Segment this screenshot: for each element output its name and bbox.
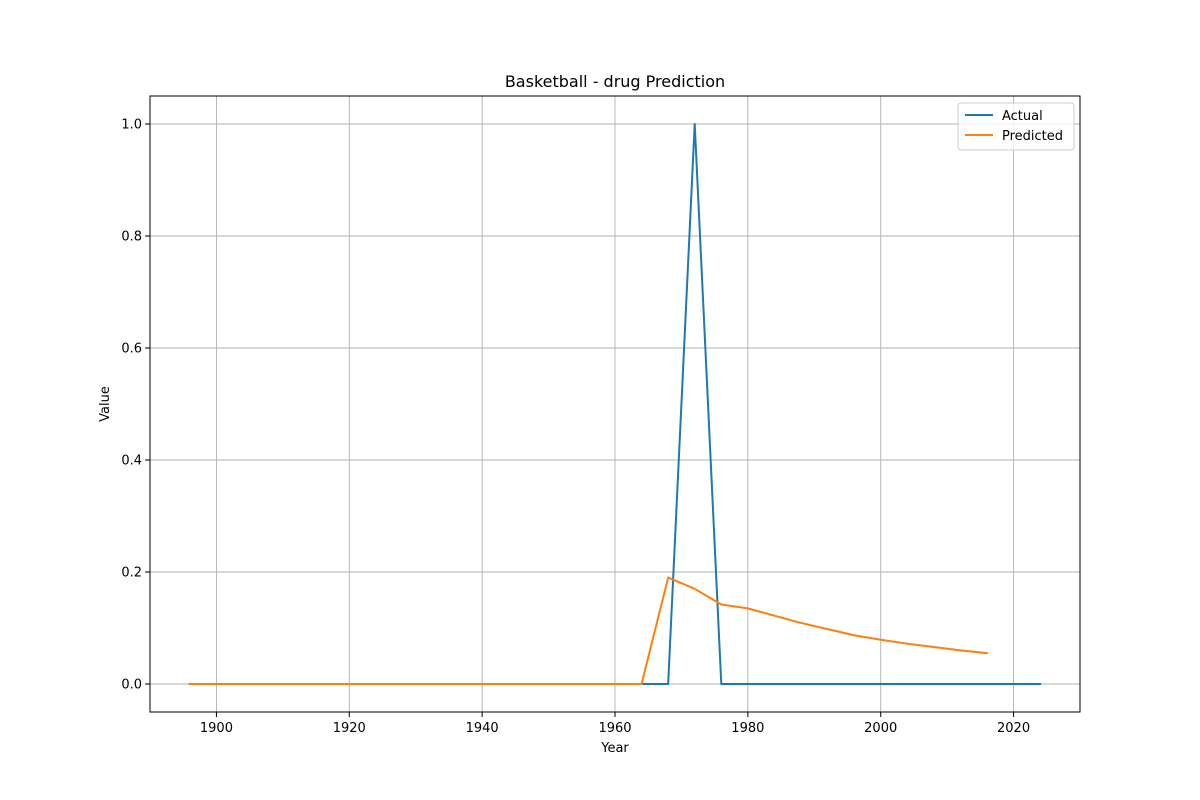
legend: Actual Predicted	[957, 102, 1075, 151]
x-axis-label: Year	[600, 741, 629, 756]
y-tick-label: 0.8	[121, 230, 142, 245]
x-tick-label: 1960	[598, 721, 631, 736]
x-tick-label: 2020	[997, 721, 1030, 736]
y-axis-label: Value	[98, 386, 113, 422]
series-layer	[188, 123, 1042, 685]
x-tick-label: 2000	[864, 721, 897, 736]
x-tick-label: 1900	[200, 721, 233, 736]
series-line-predicted	[188, 576, 989, 685]
y-tick-label: 0.2	[121, 566, 142, 581]
y-axis: 0.0 0.2 0.4 0.6 0.8 1.0	[121, 118, 150, 693]
x-tick-label: 1940	[466, 721, 499, 736]
legend-label-actual: Actual	[1002, 109, 1043, 124]
x-tick-label: 1920	[333, 721, 366, 736]
y-tick-label: 0.6	[121, 342, 142, 357]
x-tick-label: 1980	[731, 721, 764, 736]
x-axis: 1900 1920 1940 1960 1980 2000 2020	[200, 712, 1030, 736]
legend-label-predicted: Predicted	[1002, 129, 1063, 144]
y-tick-label: 0.0	[121, 678, 142, 693]
chart-title: Basketball - drug Prediction	[505, 72, 725, 91]
y-tick-label: 1.0	[121, 118, 142, 133]
y-tick-label: 0.4	[121, 454, 142, 469]
